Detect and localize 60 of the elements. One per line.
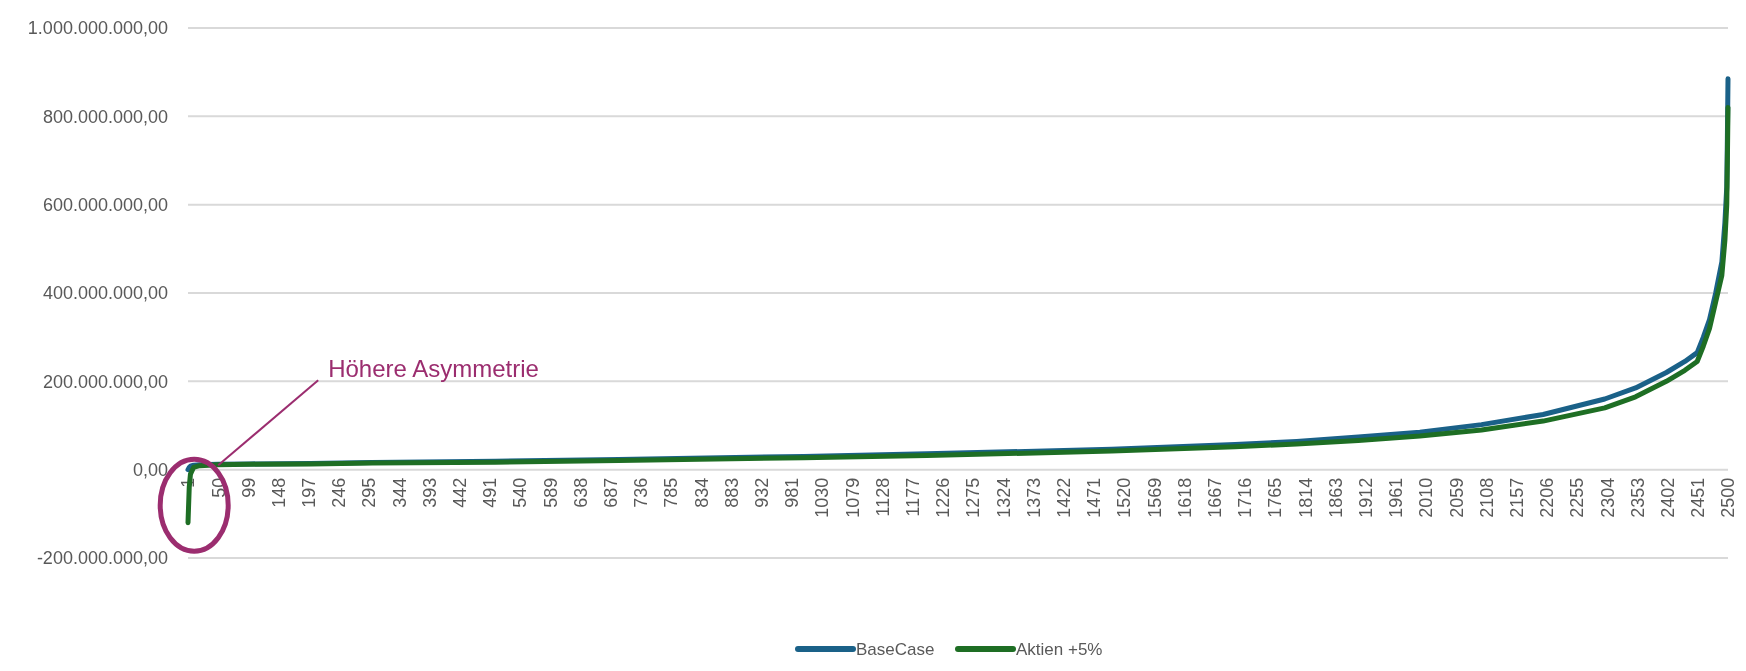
x-tick-label: 1177 bbox=[903, 477, 924, 517]
x-tick-label: 981 bbox=[782, 477, 803, 508]
x-tick-label: 638 bbox=[570, 477, 591, 508]
x-tick-label: 1716 bbox=[1235, 477, 1256, 518]
x-tick-label: 2451 bbox=[1688, 477, 1709, 518]
x-tick-label: 1324 bbox=[993, 477, 1014, 518]
y-tick-label: 0,00 bbox=[132, 459, 168, 480]
x-tick-label: 442 bbox=[450, 477, 471, 508]
y-tick-label: 200.000.000,00 bbox=[42, 371, 168, 392]
x-tick-label: 834 bbox=[691, 477, 712, 508]
x-tick-label: 1569 bbox=[1144, 477, 1165, 518]
x-tick-label: 1226 bbox=[933, 477, 954, 518]
y-tick-label: -200.000.000,00 bbox=[36, 548, 168, 569]
x-tick-label: 1079 bbox=[842, 477, 863, 518]
x-tick-label: 736 bbox=[631, 477, 652, 508]
x-tick-label: 540 bbox=[510, 477, 531, 508]
x-tick-label: 1275 bbox=[963, 477, 984, 518]
x-tick-label: 2500 bbox=[1718, 477, 1739, 518]
x-tick-label: 1030 bbox=[812, 477, 833, 518]
x-tick-label: 344 bbox=[389, 477, 410, 508]
y-tick-label: 800.000.000,00 bbox=[42, 106, 168, 127]
x-tick-label: 2304 bbox=[1597, 477, 1618, 518]
x-tick-label: 2206 bbox=[1537, 477, 1558, 518]
x-tick-label: 2108 bbox=[1476, 477, 1497, 518]
y-tick-label: 1.000.000.000,00 bbox=[27, 18, 168, 39]
x-tick-label: 2059 bbox=[1446, 477, 1467, 518]
x-tick-label: 1373 bbox=[1023, 477, 1044, 518]
annotation: Höhere Asymmetrie bbox=[328, 355, 539, 383]
x-tick-label: 99 bbox=[238, 477, 259, 498]
x-tick-label: 246 bbox=[329, 477, 350, 508]
x-tick-label: 1961 bbox=[1386, 477, 1407, 518]
x-tick-label: 491 bbox=[480, 477, 501, 508]
x-tick-label: 2010 bbox=[1416, 477, 1437, 518]
x-tick-label: 2402 bbox=[1657, 477, 1678, 518]
x-tick-label: 1520 bbox=[1114, 477, 1135, 518]
legend-label: Aktien +5% bbox=[1016, 639, 1103, 659]
x-tick-label: 1765 bbox=[1265, 477, 1286, 518]
x-tick-label: 148 bbox=[268, 477, 289, 508]
x-tick-label: 2255 bbox=[1567, 477, 1588, 518]
x-tick-label: 883 bbox=[721, 477, 742, 508]
x-tick-label: 1422 bbox=[1053, 477, 1074, 518]
y-tick-label: 400.000.000,00 bbox=[42, 283, 168, 304]
x-tick-label: 1863 bbox=[1325, 477, 1346, 518]
x-tick-label: 932 bbox=[752, 477, 773, 508]
x-tick-label: 197 bbox=[299, 477, 320, 508]
x-tick-label: 2157 bbox=[1506, 477, 1527, 518]
x-tick-label: 2353 bbox=[1627, 477, 1648, 518]
x-tick-label: 1128 bbox=[872, 477, 893, 517]
x-tick-label: 1814 bbox=[1295, 477, 1316, 518]
x-tick-label: 295 bbox=[359, 477, 380, 508]
x-tick-label: 1912 bbox=[1355, 477, 1376, 518]
legend-label: BaseCase bbox=[856, 639, 935, 659]
x-tick-label: 785 bbox=[661, 477, 682, 508]
x-tick-label: 393 bbox=[419, 477, 440, 508]
x-tick-label: 589 bbox=[540, 477, 561, 508]
y-tick-label: 600.000.000,00 bbox=[42, 194, 168, 215]
x-tick-label: 1667 bbox=[1204, 477, 1225, 518]
x-tick-label: 1618 bbox=[1174, 477, 1195, 518]
x-tick-label: 1471 bbox=[1084, 477, 1105, 518]
x-tick-label: 687 bbox=[601, 477, 622, 508]
